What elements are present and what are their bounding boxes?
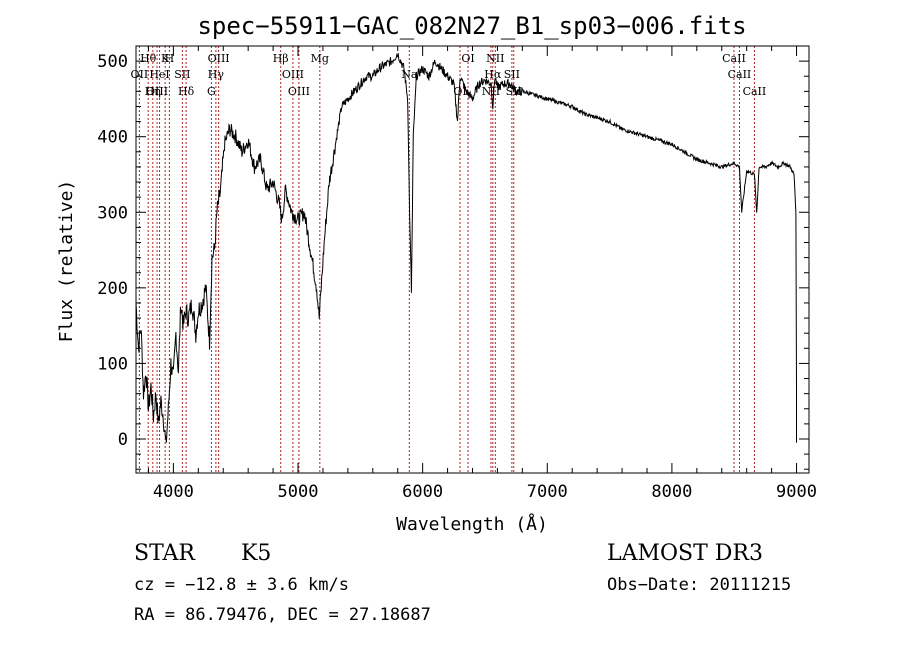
y-tick-label-5: 500 — [97, 52, 128, 72]
line-label-1: OII — [131, 68, 149, 81]
object-class: STAR — [134, 541, 196, 566]
x-tick-label-1: 5000 — [278, 482, 319, 502]
line-label-10: Hγ — [208, 68, 225, 81]
x-tick-label-5: 9000 — [776, 482, 817, 502]
axis-ticks: 4000 5000 6000 7000 8000 9000 0 100 200 300 400 500 — [97, 46, 817, 502]
x-tick-label-4: 8000 — [651, 482, 692, 502]
line-label-0: Hθ — [140, 52, 157, 65]
line-label-12: Hβ — [273, 52, 289, 65]
line-label-6: H — [165, 52, 175, 65]
line-label-4: HeI — [149, 68, 169, 81]
line-label-9: OIII — [208, 52, 230, 65]
object-subclass: K5 — [241, 541, 271, 566]
y-axis-label: Flux (relative) — [56, 180, 77, 343]
line-label-14: OIII — [288, 85, 310, 98]
line-label-13: OIII — [282, 68, 304, 81]
chart-title: spec−55911−GAC_082N27_B1_sp03−006.fits — [197, 12, 746, 40]
line-label-25: CaII — [728, 68, 752, 81]
line-label-8: Hδ — [178, 85, 195, 98]
line-label-7: SII — [174, 68, 190, 81]
plot-frame — [136, 46, 809, 473]
survey-name: LAMOST DR3 — [607, 541, 763, 566]
spectrum-figure: spec−55911−GAC_082N27_B1_sp03−006.fits H… — [0, 0, 900, 649]
line-label-22: SII — [504, 68, 520, 81]
y-tick-label-2: 200 — [97, 279, 128, 299]
line-label-21: NII — [486, 52, 504, 65]
observation-date: Obs−Date: 20111215 — [607, 575, 791, 595]
x-tick-label-0: 4000 — [153, 482, 194, 502]
line-label-5: Hη — [145, 85, 161, 98]
x-axis-label: Wavelength (Å) — [396, 513, 548, 535]
y-tick-label-0: 0 — [118, 430, 128, 450]
line-labels: HθOIIOIIIKHeIHηHSIIHδOIIIHγGHβOIIIOIIIMg… — [131, 52, 767, 98]
y-tick-label-1: 100 — [97, 354, 128, 374]
line-label-11: G — [207, 85, 216, 98]
x-tick-label-3: 7000 — [527, 482, 568, 502]
line-label-24: CaII — [722, 52, 746, 65]
line-label-15: Mg — [311, 52, 329, 65]
line-markers — [139, 46, 754, 473]
spectrum-series-line — [136, 53, 797, 443]
x-tick-label-2: 6000 — [402, 482, 443, 502]
line-label-26: CaII — [743, 85, 767, 98]
redshift-text: cz = −12.8 ± 3.6 km/s — [134, 575, 349, 595]
y-tick-label-4: 400 — [97, 128, 128, 148]
line-label-18: OI — [461, 52, 474, 65]
y-tick-label-3: 300 — [97, 203, 128, 223]
spectrum-plot: spec−55911−GAC_082N27_B1_sp03−006.fits H… — [0, 0, 900, 649]
coordinates-text: RA = 86.79476, DEC = 27.18687 — [134, 605, 431, 625]
